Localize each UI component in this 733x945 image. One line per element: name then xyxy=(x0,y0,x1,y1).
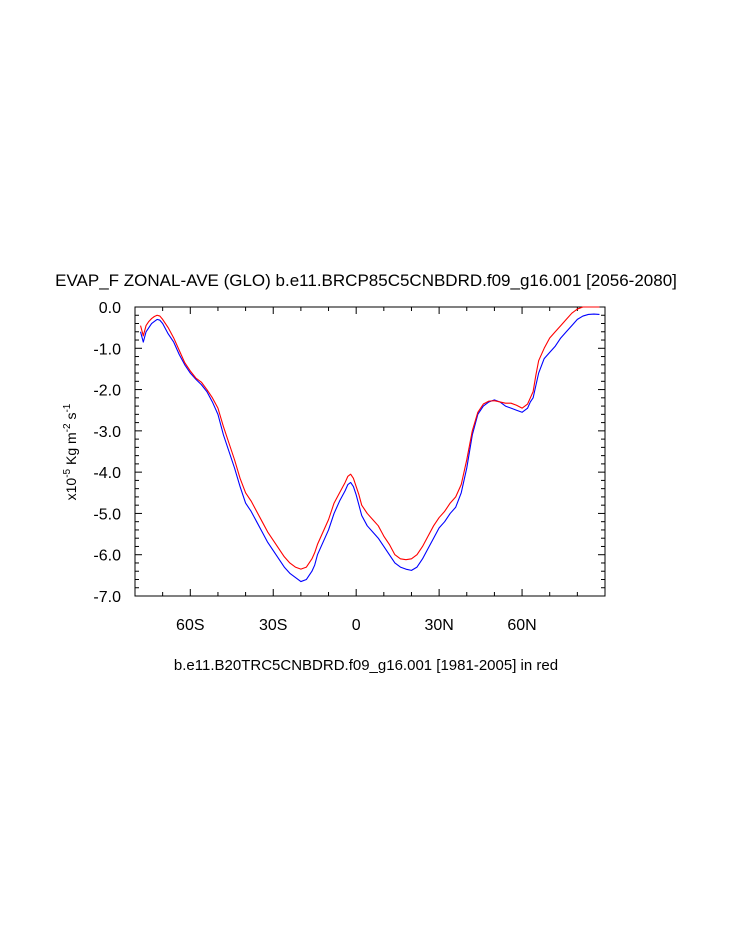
y-axis-label: x10-5 Kg m-2 s-1 xyxy=(62,403,79,500)
chart-subtitle: b.e11.B20TRC5CNBDRD.f09_g16.001 [1981-20… xyxy=(174,657,558,674)
series-group xyxy=(139,306,600,583)
y-tick-label: -3.0 xyxy=(93,424,121,441)
x-tick-label: 60N xyxy=(507,617,536,634)
x-tick-label: 30S xyxy=(259,617,287,634)
plot-area: 0.0 -1.0 -2.0 -3.0 -4.0 -5.0 -6.0 -7.0 60S 30S 0 30… xyxy=(93,300,606,634)
plot-frame xyxy=(134,306,606,597)
y-tick-label: -6.0 xyxy=(93,548,121,565)
x-tick-label: 60S xyxy=(176,617,204,634)
axis-tick-labels: 0.0 -1.0 -2.0 -3.0 -4.0 -5.0 -6.0 -7.0 60S 30S 0 30… xyxy=(93,300,536,634)
series-line-blue xyxy=(139,313,600,583)
chart-title: EVAP_F ZONAL-AVE (GLO) b.e11.BRCP85C5CNB… xyxy=(55,271,677,290)
y-tick-label: -2.0 xyxy=(93,383,121,400)
x-tick-label: 0 xyxy=(352,617,361,634)
x-tick-label: 30N xyxy=(424,617,453,634)
axis-ticks xyxy=(134,306,605,597)
y-tick-label: -7.0 xyxy=(93,589,121,606)
series-line-red xyxy=(139,306,600,570)
y-tick-label: -4.0 xyxy=(93,465,121,482)
y-tick-label: -5.0 xyxy=(93,506,121,523)
y-tick-label: -1.0 xyxy=(93,341,121,358)
y-tick-label: 0.0 xyxy=(99,300,121,317)
